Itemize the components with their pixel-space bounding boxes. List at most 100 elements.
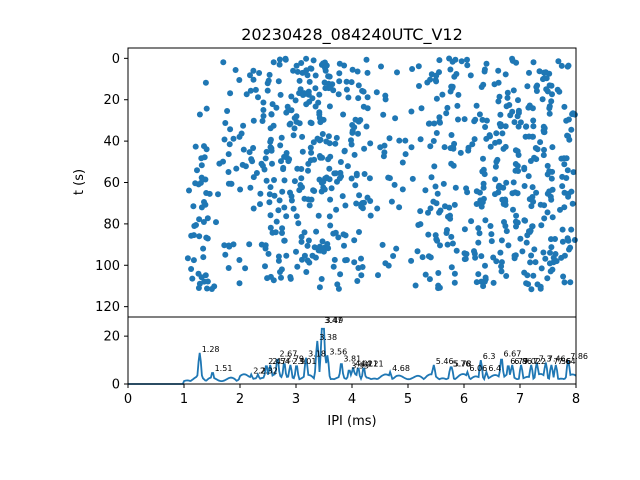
scatter-point (465, 147, 472, 154)
scatter-point (327, 153, 334, 160)
scatter-point (304, 257, 311, 264)
scatter-point (331, 256, 338, 263)
scatter-point (396, 204, 403, 211)
scatter-point (408, 257, 415, 264)
scatter-y-axis-label: t (s) (72, 169, 87, 195)
scatter-point (276, 61, 283, 68)
scatter-point (483, 60, 490, 67)
scatter-point (353, 172, 360, 179)
scatter-point (521, 217, 528, 224)
scatter-point (427, 76, 434, 83)
scatter-point (467, 72, 474, 79)
scatter-point (564, 167, 571, 174)
scatter-point (303, 55, 310, 62)
scatter-point (316, 284, 323, 291)
scatter-point (528, 286, 535, 293)
scatter-y-ticks: 0 20 40 60 80 100 120 (95, 52, 128, 315)
scatter-point (478, 84, 485, 90)
scatter-point (296, 77, 303, 84)
scatter-point (287, 274, 294, 280)
scatter-point (448, 233, 455, 240)
scatter-point (448, 264, 455, 271)
scatter-point (276, 56, 283, 63)
scatter-point (305, 237, 312, 244)
y-tick-label: 20 (103, 93, 120, 108)
scatter-point (439, 91, 446, 98)
scatter-point (364, 94, 371, 101)
scatter-point (399, 186, 406, 193)
scatter-point (352, 116, 359, 123)
scatter-point (510, 206, 516, 213)
scatter-point (476, 230, 483, 237)
scatter-point (281, 204, 288, 211)
scatter-point (449, 58, 456, 65)
scatter-point (275, 78, 282, 85)
scatter-point (345, 94, 352, 101)
scatter-point (471, 248, 477, 255)
scatter-point (225, 265, 232, 271)
scatter-point (334, 281, 341, 288)
scatter-point (393, 245, 400, 252)
scatter-point (319, 131, 326, 137)
scatter-point (487, 133, 493, 140)
scatter-point (498, 237, 505, 244)
scatter-point (482, 262, 488, 269)
scatter-point (343, 78, 350, 85)
scatter-point (367, 140, 374, 147)
scatter-point (559, 226, 566, 233)
peak-label: 3.47 (324, 316, 342, 325)
scatter-point (308, 65, 315, 72)
scatter-point (499, 196, 506, 203)
scatter-point (417, 136, 424, 143)
scatter-point (262, 242, 269, 249)
scatter-point (237, 186, 244, 193)
scatter-point (200, 254, 207, 261)
scatter-point (510, 179, 517, 186)
scatter-point (530, 272, 537, 279)
scatter-point (262, 263, 268, 270)
scatter-point (472, 116, 479, 123)
scatter-point (425, 120, 432, 127)
scatter-point (533, 88, 540, 94)
scatter-point (513, 223, 519, 230)
scatter-point (479, 116, 486, 123)
scatter-point (569, 200, 576, 207)
scatter-point (240, 146, 247, 153)
scatter-point (472, 254, 479, 261)
scatter-point (353, 200, 360, 207)
scatter-point (298, 238, 305, 245)
scatter-point (366, 175, 373, 182)
scatter-point (203, 105, 210, 112)
scatter-point (453, 71, 460, 77)
peak-label: 3.38 (319, 333, 337, 342)
scatter-point (536, 68, 543, 75)
scatter-point (202, 79, 209, 86)
scatter-point (342, 232, 349, 239)
scatter-point (478, 253, 485, 260)
scatter-point (431, 163, 438, 170)
peak-label: 5.78 (454, 359, 472, 368)
peak-label: 6.06 (469, 364, 487, 373)
scatter-point (492, 163, 499, 170)
scatter-point (267, 184, 274, 191)
scatter-point (303, 269, 310, 275)
scatter-point (473, 188, 480, 195)
scatter-point (311, 156, 318, 163)
scatter-point (316, 137, 323, 144)
scatter-point (482, 124, 489, 130)
scatter-point (263, 148, 270, 155)
scatter-point (283, 213, 290, 220)
scatter-point (332, 170, 339, 177)
scatter-point (288, 93, 295, 100)
scatter-point (269, 160, 275, 167)
scatter-point (196, 280, 203, 287)
y-tick-label: 60 (103, 176, 120, 191)
scatter-point (529, 194, 536, 200)
scatter-point (288, 193, 295, 200)
scatter-point (367, 212, 374, 219)
scatter-point (204, 278, 211, 285)
scatter-point (225, 242, 232, 249)
scatter-point (343, 257, 350, 263)
scatter-point (561, 161, 568, 168)
scatter-point (377, 144, 384, 151)
